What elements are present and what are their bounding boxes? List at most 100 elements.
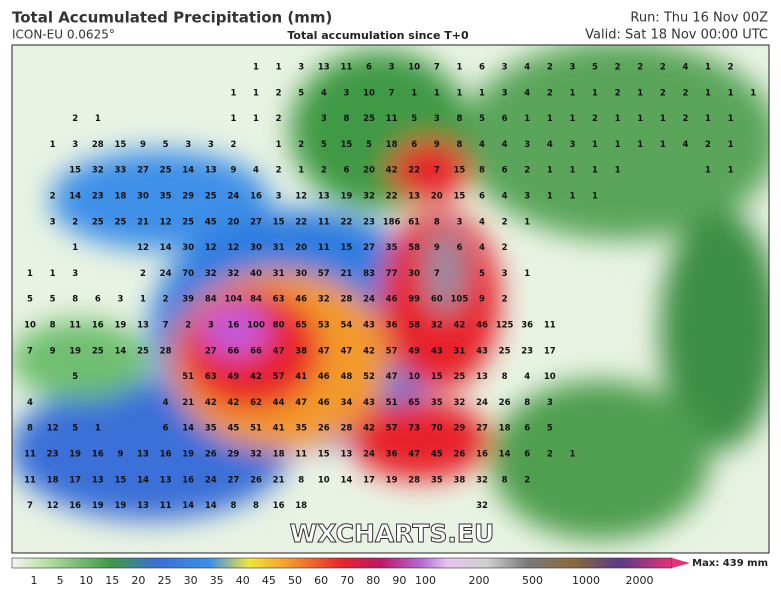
grid-value: 42 (453, 321, 465, 331)
grid-value: 36 (386, 450, 398, 460)
grid-value: 5 (72, 372, 78, 382)
grid-value: 47 (408, 450, 420, 460)
grid-value: 1 (230, 88, 236, 98)
grid-value: 16 (250, 192, 262, 202)
grid-value: 44 (273, 398, 285, 408)
grid-value: 24 (227, 192, 239, 202)
grid-value: 83 (363, 269, 375, 279)
grid-value: 45 (431, 450, 443, 460)
grid-value: 1 (705, 114, 711, 124)
grid-value: 32 (476, 501, 488, 511)
grid-value: 41 (295, 372, 307, 382)
grid-value: 4 (524, 88, 530, 98)
grid-value: 4 (524, 63, 530, 73)
grid-value: 9 (434, 140, 440, 150)
grid-value: 19 (114, 501, 126, 511)
grid-value: 20 (431, 192, 443, 202)
colorbar-label: 50 (288, 574, 302, 587)
grid-value: 5 (27, 295, 33, 305)
grid-value: 36 (521, 321, 533, 331)
grid-value: 6 (502, 114, 508, 124)
grid-value: 18 (386, 140, 398, 150)
grid-value: 6 (456, 243, 462, 253)
grid-value: 99 (408, 295, 420, 305)
grid-value: 27 (250, 217, 262, 227)
grid-value: 65 (408, 398, 420, 408)
grid-value: 2 (524, 475, 530, 485)
grid-value: 8 (479, 166, 485, 176)
colorbar-labels: 1 5 10 15 20 25 30 35 40 45 50 60 70 80 90 100 200 500 100… (31, 574, 654, 587)
grid-value: 43 (431, 346, 443, 356)
grid-value: 1 (728, 114, 734, 124)
colorbar-label: 25 (158, 574, 172, 587)
grid-value: 9 (140, 140, 146, 150)
grid-value: 46 (295, 295, 307, 305)
grid-value: 6 (343, 166, 349, 176)
grid-value: 1 (434, 88, 440, 98)
grid-value: 10 (408, 372, 420, 382)
grid-value: 53 (318, 321, 330, 331)
colorbar-label: 80 (366, 574, 380, 587)
grid-value: 15 (453, 192, 465, 202)
grid-value: 13 (340, 450, 352, 460)
grid-value: 9 (230, 166, 236, 176)
grid-value: 1 (411, 88, 417, 98)
grid-value: 20 (363, 166, 375, 176)
grid-value: 2 (705, 140, 711, 150)
grid-value: 73 (408, 424, 420, 434)
grid-value: 3 (434, 114, 440, 124)
grid-value: 5 (592, 63, 598, 73)
grid-value: 18 (114, 192, 126, 202)
grid-value: 11 (69, 321, 81, 331)
grid-value: 1 (728, 88, 734, 98)
grid-value: 2 (50, 192, 56, 202)
grid-value: 2 (502, 217, 508, 227)
grid-value: 1 (569, 450, 575, 460)
grid-value: 3 (276, 192, 282, 202)
grid-value: 29 (227, 450, 239, 460)
grid-value: 7 (389, 88, 395, 98)
grid-value: 1 (524, 269, 530, 279)
grid-value: 12 (160, 217, 172, 227)
grid-value: 25 (114, 217, 126, 227)
grid-value: 30 (250, 243, 262, 253)
grid-value: 66 (250, 346, 262, 356)
grid-value: 12 (47, 501, 59, 511)
grid-value: 1 (615, 166, 621, 176)
grid-value: 51 (250, 424, 262, 434)
grid-value: 14 (205, 501, 217, 511)
grid-value: 2 (615, 88, 621, 98)
grid-value: 58 (408, 321, 420, 331)
grid-value: 5 (321, 140, 327, 150)
grid-value: 1 (569, 114, 575, 124)
grid-value: 43 (363, 321, 375, 331)
grid-value: 27 (137, 166, 149, 176)
grid-value: 24 (476, 398, 488, 408)
grid-value: 8 (502, 372, 508, 382)
grid-value: 26 (499, 398, 511, 408)
grid-value: 27 (227, 475, 239, 485)
grid-value: 22 (386, 192, 398, 202)
grid-value: 16 (92, 450, 104, 460)
colorbar-label: 2000 (626, 574, 654, 587)
grid-value: 15 (114, 140, 126, 150)
grid-value: 1 (298, 166, 304, 176)
grid-value: 9 (479, 295, 485, 305)
grid-value: 23 (521, 346, 533, 356)
grid-value: 18 (499, 424, 511, 434)
grid-value: 1 (456, 63, 462, 73)
grid-value: 42 (250, 372, 262, 382)
grid-value: 62 (250, 398, 262, 408)
grid-value: 7 (434, 166, 440, 176)
grid-value: 32 (227, 269, 239, 279)
grid-value: 28 (340, 424, 352, 434)
grid-value: 25 (137, 346, 149, 356)
grid-value: 32 (250, 450, 262, 460)
grid-value: 7 (434, 269, 440, 279)
grid-value: 105 (451, 295, 469, 305)
grid-value: 13 (137, 501, 149, 511)
grid-value: 16 (476, 450, 488, 460)
colorbar (11, 557, 673, 569)
grid-value: 4 (27, 398, 33, 408)
grid-value: 100 (247, 321, 265, 331)
